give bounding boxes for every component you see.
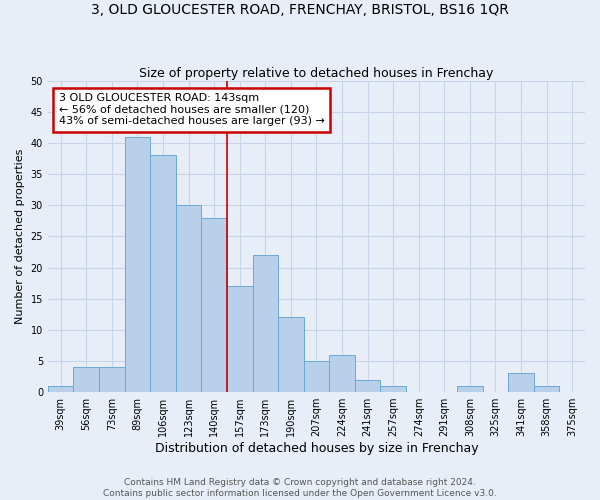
Bar [253, 255, 278, 392]
Y-axis label: Number of detached properties: Number of detached properties [15, 148, 25, 324]
Bar [355, 380, 380, 392]
Bar [508, 374, 534, 392]
Text: 3 OLD GLOUCESTER ROAD: 143sqm
← 56% of detached houses are smaller (120)
43% of : 3 OLD GLOUCESTER ROAD: 143sqm ← 56% of d… [59, 93, 325, 126]
Text: Contains HM Land Registry data © Crown copyright and database right 2024.
Contai: Contains HM Land Registry data © Crown c… [103, 478, 497, 498]
Bar [304, 361, 329, 392]
Bar [380, 386, 406, 392]
Bar [176, 205, 202, 392]
Bar [125, 136, 150, 392]
Bar [534, 386, 559, 392]
X-axis label: Distribution of detached houses by size in Frenchay: Distribution of detached houses by size … [155, 442, 478, 455]
Title: Size of property relative to detached houses in Frenchay: Size of property relative to detached ho… [139, 66, 494, 80]
Bar [48, 386, 73, 392]
Bar [202, 218, 227, 392]
Bar [227, 286, 253, 392]
Bar [99, 367, 125, 392]
Bar [329, 354, 355, 392]
Bar [457, 386, 482, 392]
Bar [278, 318, 304, 392]
Bar [150, 156, 176, 392]
Bar [73, 367, 99, 392]
Text: 3, OLD GLOUCESTER ROAD, FRENCHAY, BRISTOL, BS16 1QR: 3, OLD GLOUCESTER ROAD, FRENCHAY, BRISTO… [91, 2, 509, 16]
